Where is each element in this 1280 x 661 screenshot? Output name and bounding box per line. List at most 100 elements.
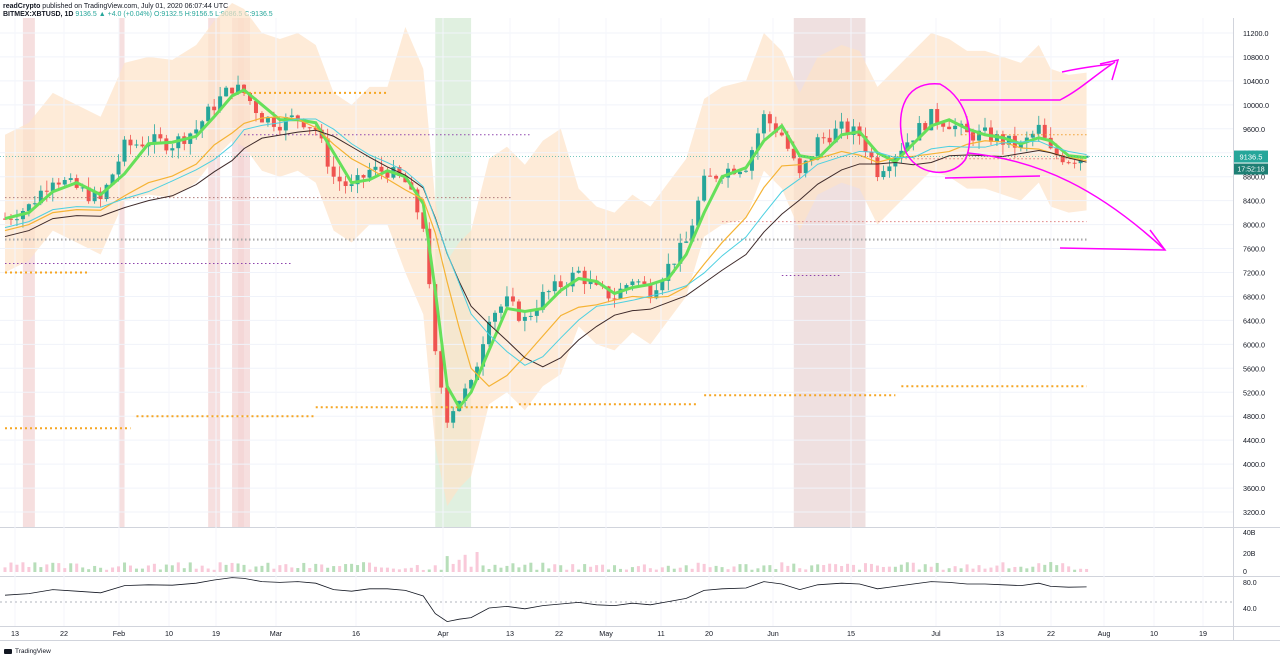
volume-bar [589, 566, 593, 572]
volume-bar [200, 565, 204, 572]
volume-bar [983, 568, 987, 572]
volume-bar [511, 563, 515, 572]
time-tick-label: 15 [847, 629, 855, 638]
candle-body [361, 175, 366, 178]
volume-bar [368, 562, 372, 572]
volume-bar [9, 562, 13, 572]
time-tick-label: 16 [352, 629, 360, 638]
osc-tick-label: 40.0 [1243, 606, 1257, 613]
candle-body [158, 134, 163, 139]
candle-body [953, 125, 958, 130]
time-tick-label: 10 [165, 629, 173, 638]
high-value: H:9156.5 [184, 11, 214, 18]
candle-body [44, 190, 49, 192]
volume-bar [260, 565, 264, 572]
volume-bar [601, 564, 605, 572]
candle-body [761, 114, 766, 134]
volume-bar [296, 568, 300, 572]
price-tick-label: 6400.0 [1243, 316, 1265, 325]
published-text: published on TradingView.com, July 01, 2… [42, 3, 229, 10]
volume-bar [15, 564, 19, 572]
price-tick-label: 11200.0 [1243, 29, 1268, 38]
candle-body [911, 140, 916, 143]
candle-body [80, 187, 85, 189]
price-tick-label: 3200.0 [1243, 508, 1265, 517]
volume-bar [1061, 563, 1065, 572]
oscillator-line [4, 577, 1087, 623]
candle-body [289, 115, 294, 118]
volume-bar [840, 566, 844, 572]
volume-bar [385, 567, 389, 572]
candle-body [110, 174, 115, 185]
time-tick-label: May [599, 629, 613, 638]
annotation-layer [899, 58, 1167, 251]
time-tick-label: Mar [270, 629, 283, 638]
volume-bar [1019, 566, 1023, 572]
volume-bar [391, 568, 395, 572]
volume-bar [81, 567, 85, 572]
volume-bar [1013, 566, 1017, 572]
volume-bar [3, 567, 7, 572]
publish-line: readCrypto published on TradingView.com,… [3, 2, 228, 11]
candle-body [827, 137, 832, 143]
volume-bar [314, 563, 318, 572]
volume-bar [170, 565, 174, 572]
candle-body [325, 138, 330, 167]
candle-body [301, 118, 306, 128]
volume-bar [1043, 564, 1047, 572]
candle-body [935, 109, 940, 124]
candle-body [277, 126, 282, 131]
candle-body [528, 315, 533, 317]
price-tick-label: 4400.0 [1243, 436, 1265, 445]
candle-body [570, 272, 575, 287]
candle-body [493, 312, 497, 322]
volume-bar [571, 564, 575, 572]
time-tick-label: Aug [1098, 629, 1111, 638]
magenta-annotation-2 [1099, 58, 1120, 81]
volume-bar [1073, 569, 1077, 572]
candle-body [624, 285, 629, 289]
candle-body [833, 128, 838, 143]
candle-body [821, 137, 826, 139]
price-tick-label: 6800.0 [1243, 292, 1265, 301]
volume-bar [523, 564, 527, 572]
candle-body [738, 171, 742, 175]
volume-bar [421, 569, 425, 572]
volume-bar [804, 569, 808, 572]
volume-bar [1067, 566, 1071, 572]
candle-body [265, 116, 270, 123]
volume-bar [188, 562, 192, 572]
candle-body [714, 175, 719, 179]
volume-bar [272, 568, 276, 572]
candle-body [510, 296, 515, 302]
magenta-annotation-5 [1059, 229, 1167, 251]
candle-body [397, 167, 402, 176]
volume-bar [290, 567, 294, 572]
candle-body [875, 157, 880, 178]
volume-bar [379, 567, 383, 572]
volume-bar [744, 564, 748, 572]
volume-bar [858, 569, 862, 572]
volume-bar [493, 564, 497, 572]
volume-bar [123, 562, 127, 572]
volume-bar [194, 568, 198, 572]
volume-bar [595, 565, 599, 572]
volume-bar [487, 568, 491, 572]
volume-tick-label: 40B [1243, 530, 1256, 537]
candle-body [558, 281, 563, 288]
candle-body [678, 242, 683, 264]
candle-body [104, 184, 109, 200]
candle-body [929, 109, 934, 131]
volume-bar [774, 569, 778, 572]
tradingview-logo[interactable]: TradingView [4, 648, 51, 655]
candle-body [3, 218, 7, 220]
overlays-layer [0, 88, 1233, 623]
candle-body [845, 121, 850, 136]
candle-body [122, 139, 127, 162]
volume-bar [947, 568, 951, 572]
volume-bar [822, 565, 826, 572]
candle-body [194, 129, 199, 134]
candle-body [26, 204, 31, 212]
volume-bar [505, 565, 509, 572]
